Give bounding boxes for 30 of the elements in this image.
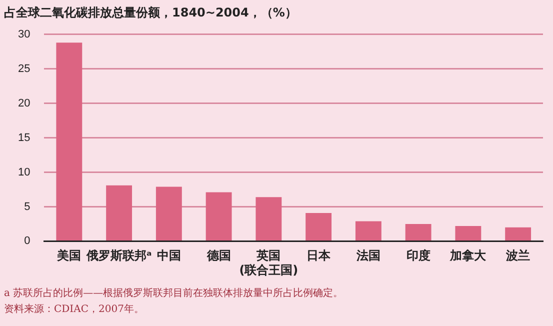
y-tick-label: 20 bbox=[18, 97, 30, 110]
x-tick-label: 俄罗斯联邦ᵃ bbox=[85, 248, 152, 263]
bar bbox=[256, 197, 282, 240]
x-tick-label: 日本 bbox=[306, 248, 332, 263]
bar bbox=[405, 224, 432, 240]
x-tick-label: 法国 bbox=[355, 248, 380, 263]
bar bbox=[156, 186, 182, 240]
x-tick-label: 印度 bbox=[406, 248, 430, 263]
bar bbox=[505, 227, 532, 240]
y-tick-label: 30 bbox=[18, 28, 30, 40]
bar bbox=[455, 226, 482, 240]
y-tick-label: 25 bbox=[18, 62, 30, 75]
chart-title: 占全球二氧化碳排放总量份额，1840~2004，（%） bbox=[4, 5, 297, 20]
text: a 苏联所占的比例——根据俄罗斯联邦目前在独联体排放量中所占比例确定。 bbox=[4, 286, 344, 301]
x-tick-label: 加拿大 bbox=[449, 248, 488, 263]
bar bbox=[355, 221, 382, 240]
y-tick-label: 10 bbox=[18, 166, 30, 178]
x-tick-label: 英国 (联合王国) bbox=[239, 248, 298, 277]
bar bbox=[306, 212, 332, 240]
x-tick-label: 中国 bbox=[156, 248, 181, 263]
y-tick-label: 5 bbox=[24, 200, 30, 213]
y-tick-label: 0 bbox=[24, 235, 30, 248]
bar bbox=[56, 42, 82, 240]
x-tick-label: 美国 bbox=[56, 248, 82, 263]
x-tick-label: 波兰 bbox=[505, 248, 530, 263]
y-tick-label: 15 bbox=[18, 132, 30, 144]
x-tick-label: 德国 bbox=[206, 248, 231, 263]
bar bbox=[206, 192, 232, 240]
bar bbox=[106, 185, 132, 240]
text: 资料来源：CDIAC，2007年。 bbox=[4, 302, 145, 317]
